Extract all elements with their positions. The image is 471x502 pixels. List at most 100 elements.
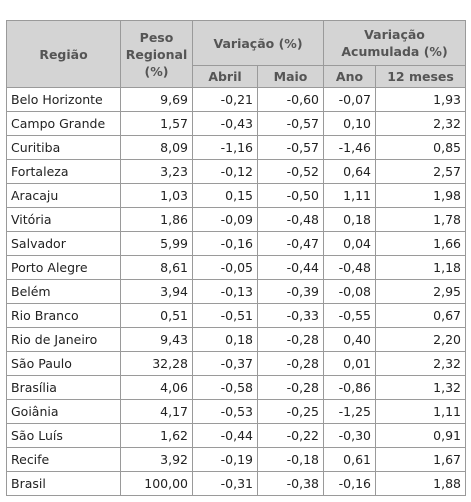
cell-ano: -0,07 <box>323 87 377 112</box>
cell-maio: -0,38 <box>256 471 325 496</box>
cell-regiao: Brasília <box>6 375 121 400</box>
cell-peso: 1,03 <box>120 183 193 208</box>
cell-abril: -0,13 <box>192 279 258 304</box>
table-row: Aracaju 1,03 0,15 -0,50 1,11 1,98 <box>6 183 467 208</box>
cell-maio: -0,28 <box>256 375 325 400</box>
cell-regiao: Rio de Janeiro <box>6 327 121 352</box>
table-row: Belo Horizonte 9,69 -0,21 -0,60 -0,07 1,93 <box>6 87 467 112</box>
cell-maio: -0,52 <box>256 159 325 184</box>
cell-regiao: Belém <box>6 279 121 304</box>
cell-peso: 3,92 <box>120 447 193 472</box>
cell-abril: -0,44 <box>192 423 258 448</box>
cell-peso: 5,99 <box>120 231 193 256</box>
cell-12-meses: 1,11 <box>375 399 467 424</box>
cell-regiao: Recife <box>6 447 121 472</box>
header-12-meses: 12 meses <box>375 65 467 88</box>
cell-peso: 8,09 <box>120 135 193 160</box>
header-peso-regional: Peso Regional (%) <box>120 20 193 88</box>
cell-maio: -0,44 <box>256 255 325 280</box>
cell-regiao: Fortaleza <box>6 159 121 184</box>
cell-maio: -0,60 <box>256 87 325 112</box>
table-row: Campo Grande 1,57 -0,43 -0,57 0,10 2,32 <box>6 111 467 136</box>
cell-abril: -0,31 <box>192 471 258 496</box>
table-row: Curitiba 8,09 -1,16 -0,57 -1,46 0,85 <box>6 135 467 160</box>
cell-abril: -0,16 <box>192 231 258 256</box>
header-ano: Ano <box>323 65 377 88</box>
ipca-regional-table-container: Região Peso Regional (%) Variação (%) Va… <box>6 20 467 496</box>
table-row: Goiânia 4,17 -0,53 -0,25 -1,25 1,11 <box>6 399 467 424</box>
table-row: São Paulo 32,28 -0,37 -0,28 0,01 2,32 <box>6 351 467 376</box>
table-row: Salvador 5,99 -0,16 -0,47 0,04 1,66 <box>6 231 467 256</box>
cell-peso: 4,06 <box>120 375 193 400</box>
cell-12-meses: 1,67 <box>375 447 467 472</box>
cell-maio: -0,18 <box>256 447 325 472</box>
table-row: Fortaleza 3,23 -0,12 -0,52 0,64 2,57 <box>6 159 467 184</box>
cell-maio: -0,22 <box>256 423 325 448</box>
table-row: Rio de Janeiro 9,43 0,18 -0,28 0,40 2,20 <box>6 327 467 352</box>
cell-abril: -0,37 <box>192 351 258 376</box>
cell-regiao: Vitória <box>6 207 121 232</box>
table-row: Recife 3,92 -0,19 -0,18 0,61 1,67 <box>6 447 467 472</box>
cell-abril: -0,21 <box>192 87 258 112</box>
table-row: Brasília 4,06 -0,58 -0,28 -0,86 1,32 <box>6 375 467 400</box>
cell-abril: -0,19 <box>192 447 258 472</box>
cell-12-meses: 1,18 <box>375 255 467 280</box>
cell-abril: -1,16 <box>192 135 258 160</box>
cell-ano: -0,08 <box>323 279 377 304</box>
cell-ano: 0,61 <box>323 447 377 472</box>
cell-ano: 0,18 <box>323 207 377 232</box>
cell-12-meses: 2,57 <box>375 159 467 184</box>
cell-abril: -0,12 <box>192 159 258 184</box>
cell-peso: 9,69 <box>120 87 193 112</box>
cell-ano: -0,86 <box>323 375 377 400</box>
cell-12-meses: 1,98 <box>375 183 467 208</box>
cell-ano: 0,01 <box>323 351 377 376</box>
table-row: São Luís 1,62 -0,44 -0,22 -0,30 0,91 <box>6 423 467 448</box>
cell-maio: -0,48 <box>256 207 325 232</box>
cell-maio: -0,57 <box>256 135 325 160</box>
cell-regiao: Salvador <box>6 231 121 256</box>
cell-12-meses: 2,32 <box>375 111 467 136</box>
cell-peso: 1,57 <box>120 111 193 136</box>
cell-peso: 4,17 <box>120 399 193 424</box>
cell-maio: -0,28 <box>256 351 325 376</box>
cell-12-meses: 1,66 <box>375 231 467 256</box>
cell-peso: 100,00 <box>120 471 193 496</box>
cell-peso: 8,61 <box>120 255 193 280</box>
table-header: Região Peso Regional (%) Variação (%) Va… <box>6 20 467 88</box>
header-variacao: Variação (%) <box>191 20 325 66</box>
cell-12-meses: 2,32 <box>375 351 467 376</box>
table-row: Brasil 100,00 -0,31 -0,38 -0,16 1,88 <box>6 471 467 496</box>
cell-maio: -0,47 <box>256 231 325 256</box>
header-maio: Maio <box>256 65 325 88</box>
cell-ano: 1,11 <box>323 183 377 208</box>
cell-peso: 1,62 <box>120 423 193 448</box>
cell-peso: 9,43 <box>120 327 193 352</box>
cell-12-meses: 0,85 <box>375 135 467 160</box>
cell-regiao: Brasil <box>6 471 121 496</box>
cell-abril: -0,58 <box>192 375 258 400</box>
cell-ano: 0,04 <box>323 231 377 256</box>
cell-ano: 0,64 <box>323 159 377 184</box>
cell-ano: -0,55 <box>323 303 377 328</box>
cell-maio: -0,33 <box>256 303 325 328</box>
table-body: Belo Horizonte 9,69 -0,21 -0,60 -0,07 1,93 Cam… <box>6 87 467 496</box>
cell-peso: 3,94 <box>120 279 193 304</box>
cell-regiao: Goiânia <box>6 399 121 424</box>
cell-regiao: São Luís <box>6 423 121 448</box>
cell-abril: 0,18 <box>192 327 258 352</box>
cell-ano: -0,30 <box>323 423 377 448</box>
cell-ano: 0,40 <box>323 327 377 352</box>
cell-maio: -0,57 <box>256 111 325 136</box>
cell-abril: -0,05 <box>192 255 258 280</box>
cell-abril: -0,51 <box>192 303 258 328</box>
cell-peso: 32,28 <box>120 351 193 376</box>
header-row-top: Região Peso Regional (%) Variação (%) Va… <box>6 20 467 88</box>
header-row-sub: Abril Maio Ano 12 meses <box>7 65 467 88</box>
cell-ano: -1,46 <box>323 135 377 160</box>
cell-regiao: Campo Grande <box>6 111 121 136</box>
cell-regiao: Curitiba <box>6 135 121 160</box>
cell-12-meses: 0,91 <box>375 423 467 448</box>
cell-maio: -0,25 <box>256 399 325 424</box>
cell-12-meses: 1,88 <box>375 471 467 496</box>
